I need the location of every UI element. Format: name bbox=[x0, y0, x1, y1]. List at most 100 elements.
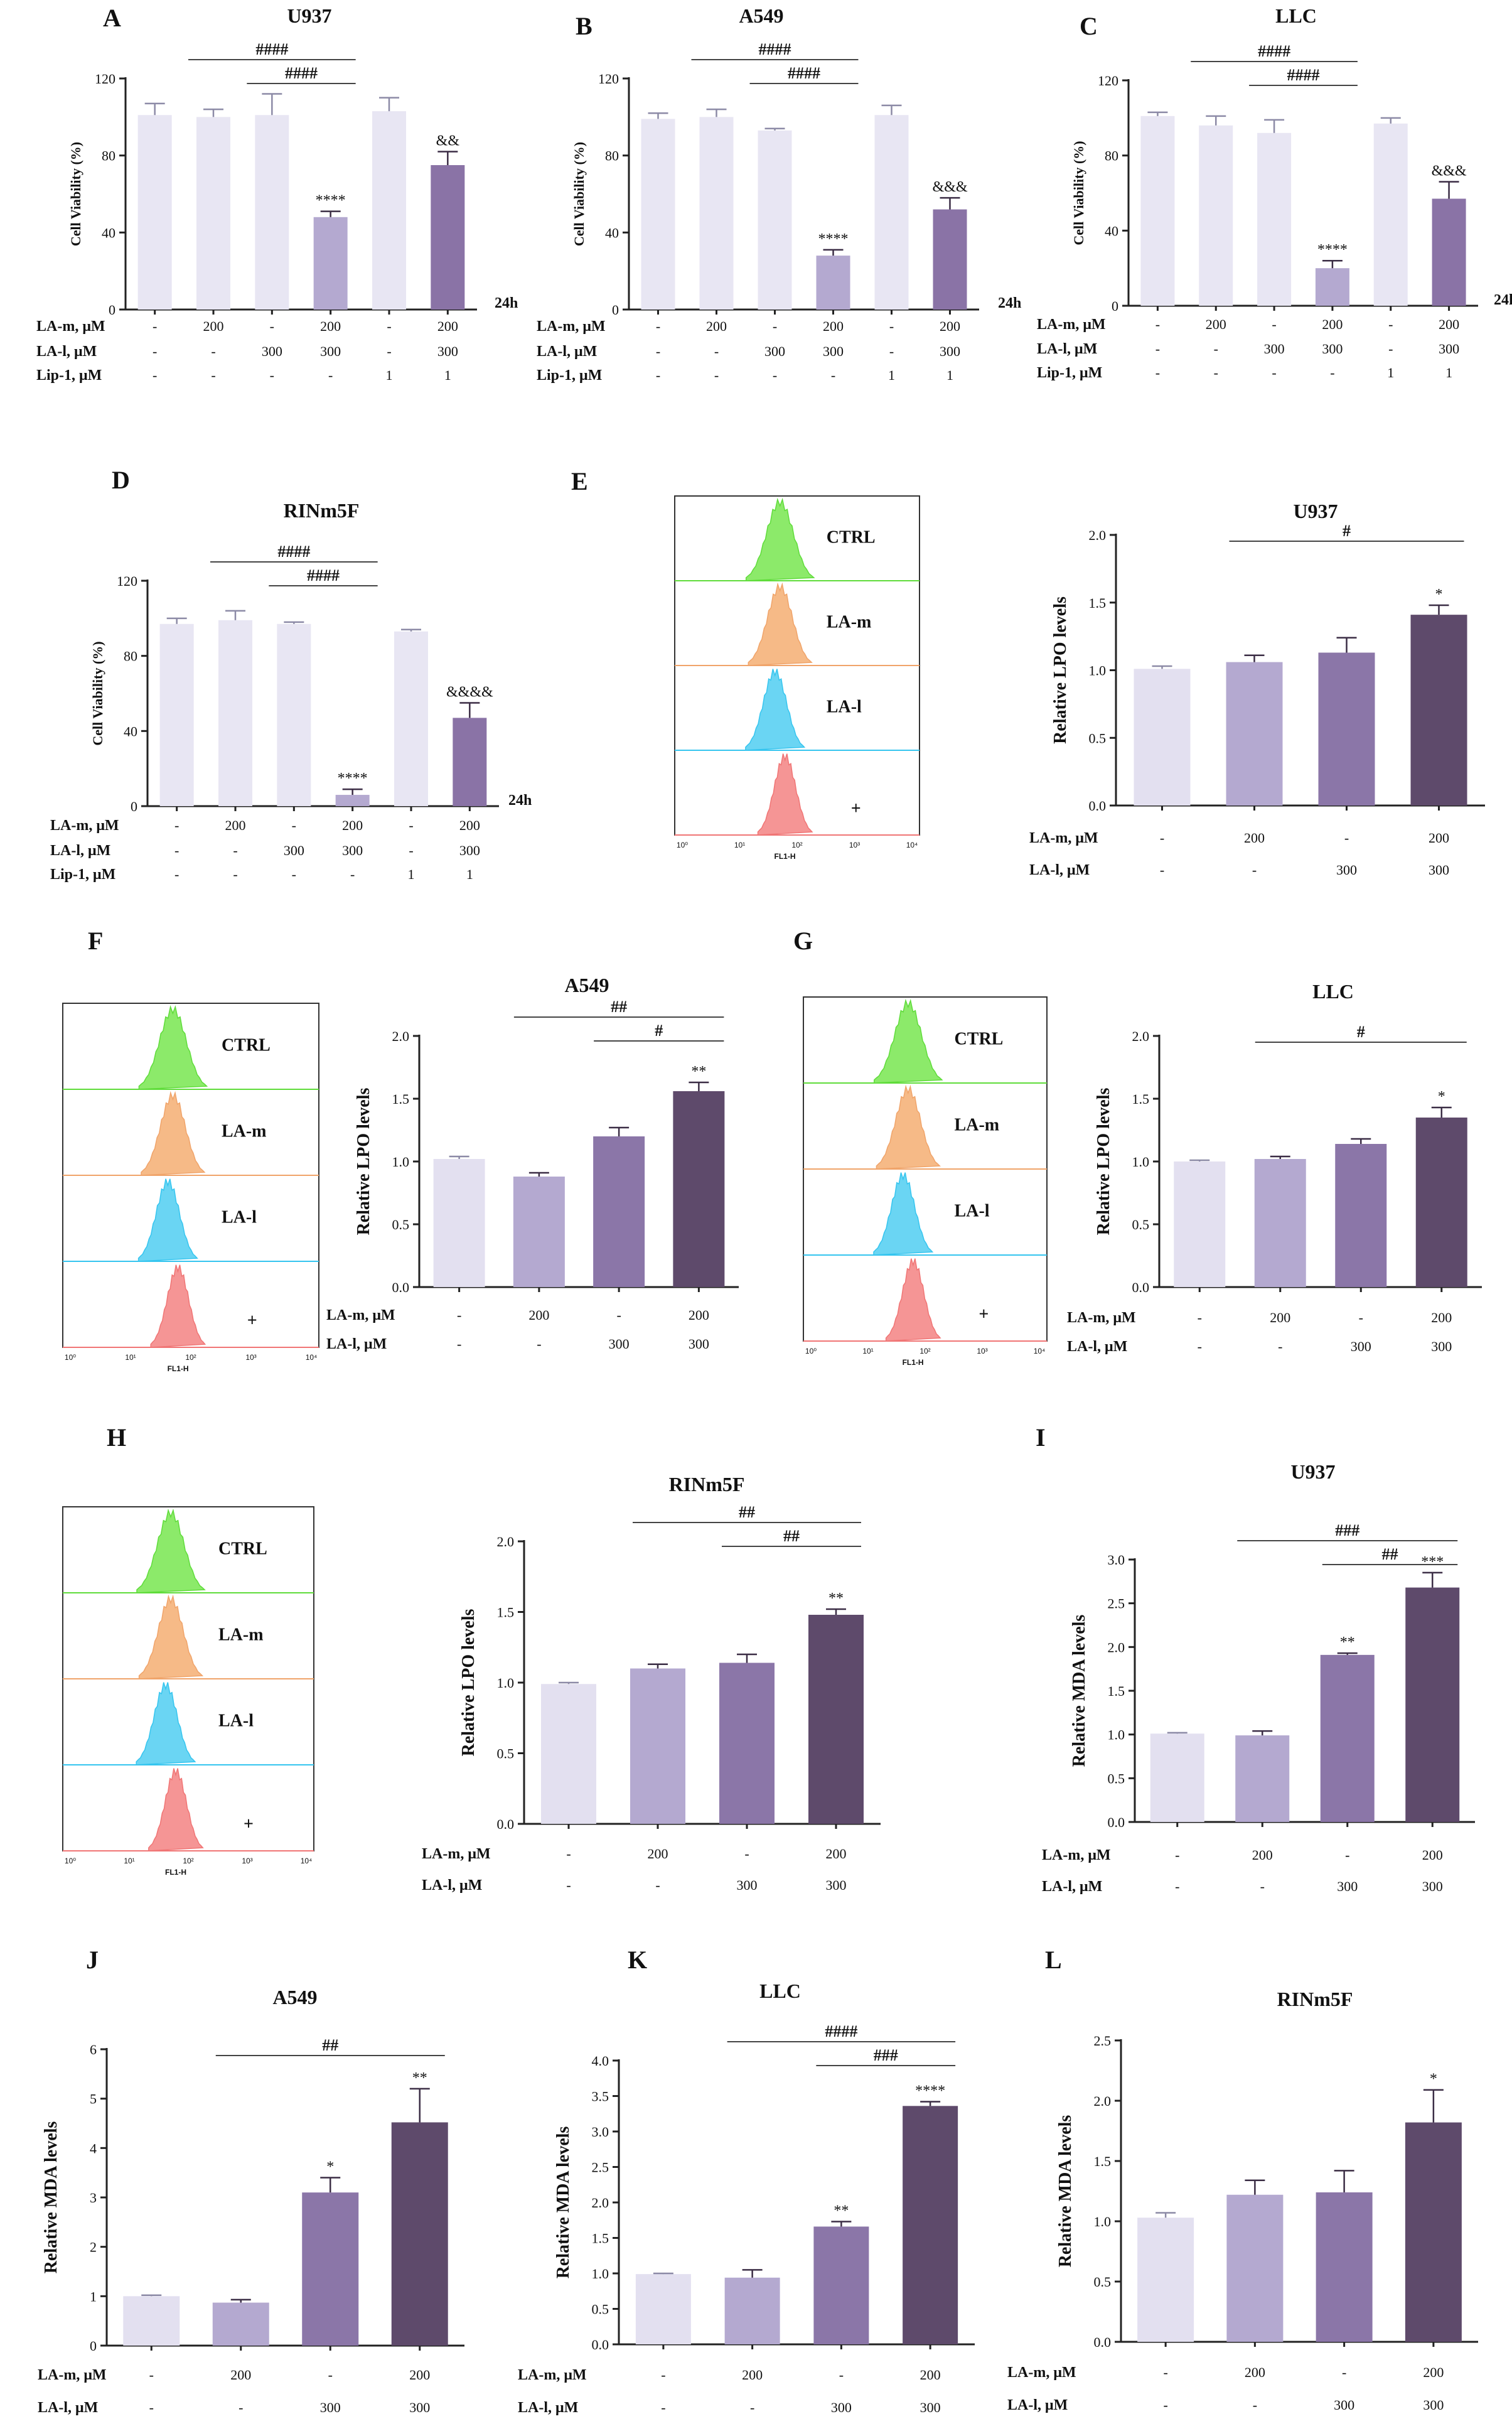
flow-panel-F: CTRL LA-m LA-l +10⁰ 10¹ 10² 10³ 10⁴ FL1-H bbox=[62, 1003, 319, 1373]
flow-histogram bbox=[141, 1091, 206, 1176]
condition-value: 200 bbox=[1429, 830, 1449, 846]
condition-value: - bbox=[661, 2400, 665, 2415]
y-tick-label: 2 bbox=[90, 2239, 97, 2255]
y-axis-label: Cell Viability (%) bbox=[90, 641, 105, 745]
bar bbox=[816, 256, 850, 310]
condition-value: - bbox=[889, 318, 894, 334]
condition-value: 300 bbox=[826, 1877, 847, 1893]
flow-label: LA-m bbox=[827, 612, 872, 632]
condition-value: 200 bbox=[528, 1307, 549, 1323]
flow-tick: 10¹ bbox=[734, 841, 745, 849]
y-tick-label: 0.0 bbox=[1108, 1814, 1125, 1830]
flow-tick: 10² bbox=[791, 841, 802, 849]
condition-value: 200 bbox=[648, 1846, 668, 1862]
significance-mark: &&&& bbox=[446, 684, 493, 700]
y-axis-label: Cell Viability (%) bbox=[571, 142, 587, 246]
flow-tick: 10⁴ bbox=[301, 1857, 313, 1865]
y-tick-label: 120 bbox=[117, 573, 137, 589]
bar bbox=[933, 209, 967, 310]
y-tick-label: 120 bbox=[598, 71, 619, 87]
y-tick-label: 120 bbox=[1098, 73, 1118, 89]
condition-value: - bbox=[328, 2367, 333, 2383]
condition-value: - bbox=[1253, 2397, 1257, 2413]
bar bbox=[1226, 662, 1283, 806]
y-axis-label: Relative MDA levels bbox=[1070, 1615, 1089, 1767]
condition-value: 300 bbox=[1334, 2397, 1354, 2413]
bar-panel-H: H RINm5F 0.0 0.5 1.0 1.5 2.0 Relative LPO level… bbox=[107, 1423, 881, 1894]
condition-label: LA-l, μM bbox=[537, 343, 597, 360]
condition-label: LA-m, μM bbox=[1042, 1847, 1111, 1863]
bar bbox=[808, 1615, 864, 1824]
condition-value: - bbox=[1330, 365, 1334, 380]
significance-mark: *** bbox=[1421, 1554, 1444, 1570]
significance-mark: **** bbox=[915, 2083, 945, 2099]
bar bbox=[1257, 132, 1292, 306]
condition-label: Lip-1, μM bbox=[1037, 365, 1102, 381]
flow-tick: 10⁴ bbox=[306, 1353, 318, 1362]
significance-mark: ** bbox=[1340, 1634, 1355, 1651]
condition-value: 300 bbox=[823, 343, 844, 359]
y-tick-label: 0 bbox=[90, 2338, 97, 2354]
condition-value: - bbox=[1214, 365, 1218, 380]
flow-tick: 10⁰ bbox=[65, 1857, 76, 1865]
bracket-label: # bbox=[655, 1021, 663, 1040]
condition-value: - bbox=[1155, 341, 1160, 357]
y-tick-label: 80 bbox=[102, 148, 115, 164]
flow-tick: 10² bbox=[920, 1347, 930, 1355]
bracket-label: #### bbox=[788, 64, 820, 82]
condition-value: 300 bbox=[262, 343, 282, 359]
bracket-label: #### bbox=[285, 64, 318, 82]
y-tick-label: 40 bbox=[102, 225, 115, 240]
bar bbox=[1373, 123, 1408, 306]
condition-label: LA-l, μM bbox=[518, 2400, 578, 2416]
chart-title: U937 bbox=[287, 4, 331, 27]
flow-tick: 10¹ bbox=[125, 1353, 136, 1362]
y-tick-label: 2.0 bbox=[497, 1534, 515, 1549]
bracket-label: ## bbox=[739, 1503, 755, 1521]
condition-label: LA-m, μM bbox=[38, 2367, 107, 2383]
condition-value: - bbox=[457, 1307, 461, 1323]
condition-value: 300 bbox=[1429, 862, 1449, 878]
condition-value: 200 bbox=[409, 2367, 430, 2383]
bar bbox=[137, 115, 172, 310]
significance-mark: && bbox=[436, 133, 460, 149]
bracket-label: ### bbox=[874, 2046, 898, 2064]
bracket-label: #### bbox=[255, 40, 288, 58]
bar bbox=[1318, 652, 1375, 806]
flow-panel-G: CTRL LA-m LA-l +10⁰ 10¹ 10² 10³ 10⁴ FL1-H bbox=[803, 996, 1048, 1367]
bar bbox=[218, 620, 252, 806]
condition-value: - bbox=[328, 367, 333, 383]
bracket-label: ## bbox=[611, 998, 627, 1016]
bracket-label: ## bbox=[783, 1527, 800, 1545]
condition-value: 300 bbox=[1322, 341, 1343, 357]
condition-value: - bbox=[270, 367, 274, 383]
condition-label: LA-m, μM bbox=[326, 1307, 395, 1323]
flow-label: LA-l bbox=[222, 1207, 257, 1227]
significance-mark: **** bbox=[338, 770, 368, 787]
condition-value: 300 bbox=[940, 343, 960, 359]
bracket-label: #### bbox=[825, 2022, 857, 2040]
bar bbox=[513, 1177, 565, 1287]
flow-histogram bbox=[757, 753, 813, 836]
condition-value: - bbox=[239, 2400, 243, 2415]
flow-label: CTRL bbox=[955, 1029, 1004, 1048]
condition-label: LA-m, μM bbox=[36, 318, 105, 335]
chart-title: A549 bbox=[272, 1986, 317, 2008]
flow-tick: 10⁰ bbox=[677, 841, 688, 849]
condition-value: 300 bbox=[1431, 1339, 1452, 1354]
flow-label: + bbox=[247, 1311, 257, 1330]
y-tick-label: 1.0 bbox=[497, 1675, 515, 1691]
condition-value: 300 bbox=[831, 2400, 852, 2415]
condition-value: 300 bbox=[920, 2400, 941, 2415]
condition-value: - bbox=[409, 817, 413, 833]
chart-title: LLC bbox=[1275, 4, 1317, 27]
bar bbox=[719, 1663, 775, 1824]
bar-panel-I: I U937 0.0 0.5 1.0 1.5 2.0 2.5 3.0 Relative MDA l… bbox=[1036, 1423, 1475, 1895]
condition-value: - bbox=[744, 1846, 749, 1862]
condition-value: - bbox=[616, 1307, 621, 1323]
flow-histogram bbox=[874, 998, 943, 1084]
flow-tick: 10⁴ bbox=[1034, 1347, 1046, 1355]
bar bbox=[1405, 1587, 1460, 1822]
y-tick-label: 1.5 bbox=[1132, 1091, 1150, 1107]
condition-value: 200 bbox=[1422, 1847, 1443, 1863]
